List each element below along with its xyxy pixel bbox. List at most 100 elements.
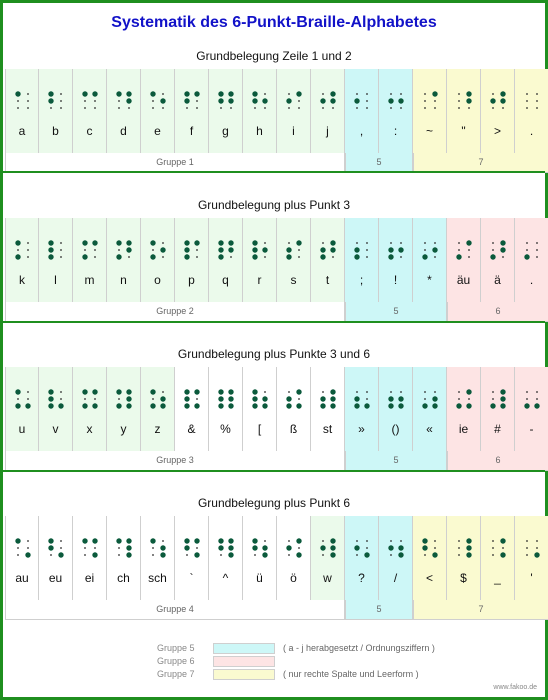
- braille-dot-raised: [184, 403, 189, 408]
- braille-dot-raised: [218, 240, 223, 245]
- group-label: 5: [345, 600, 413, 620]
- braille-cell-label: &: [175, 422, 208, 436]
- legend-group-name: Gruppe 5: [157, 643, 195, 654]
- section-title: Grundbelegung plus Punkte 3 und 6: [3, 347, 545, 361]
- braille-dots: [243, 218, 277, 270]
- braille-dot-raised: [160, 396, 165, 401]
- braille-dot-raised: [184, 247, 189, 252]
- braille-dots: [6, 69, 40, 121]
- braille-dot-raised: [184, 538, 189, 543]
- braille-dots: [39, 367, 73, 419]
- braille-dot-flat: [186, 107, 188, 109]
- braille-dot-raised: [184, 240, 189, 245]
- braille-cell-label: `: [175, 571, 208, 585]
- braille-dots: [175, 516, 209, 568]
- braille-dot-raised: [126, 396, 131, 401]
- braille-dot-raised: [82, 538, 87, 543]
- braille-dot-flat: [536, 242, 538, 244]
- braille-cell: d: [107, 69, 141, 153]
- braille-dot-flat: [492, 242, 494, 244]
- braille-dot-flat: [366, 107, 368, 109]
- braille-cell-label: $: [447, 571, 480, 585]
- braille-dot-raised: [330, 538, 335, 543]
- braille-cell: f: [175, 69, 209, 153]
- braille-dots: [107, 367, 141, 419]
- braille-dot-raised: [466, 240, 471, 245]
- braille-dot-flat: [390, 107, 392, 109]
- braille-dot-raised: [252, 396, 257, 401]
- braille-dot-raised: [456, 254, 461, 259]
- braille-dots: [277, 218, 311, 270]
- braille-cell: ch: [107, 516, 141, 600]
- braille-dot-raised: [25, 403, 30, 408]
- braille-dot-raised: [150, 240, 155, 245]
- braille-dot-raised: [150, 538, 155, 543]
- braille-dot-flat: [356, 93, 358, 95]
- braille-dot-raised: [116, 538, 121, 543]
- braille-dots: [141, 367, 175, 419]
- braille-dot-raised: [92, 91, 97, 96]
- braille-dot-raised: [228, 545, 233, 550]
- braille-cell-label: e: [141, 124, 174, 138]
- braille-dots: [413, 516, 447, 568]
- braille-dots: [243, 516, 277, 568]
- group-label: 7: [413, 600, 548, 620]
- braille-dots: [481, 516, 515, 568]
- braille-cell: ö: [277, 516, 311, 600]
- braille-cell-label: .: [515, 273, 548, 287]
- braille-cell-label: ü: [243, 571, 276, 585]
- braille-dots: [345, 367, 379, 419]
- braille-dot-raised: [15, 538, 20, 543]
- braille-cell: -: [515, 367, 548, 451]
- braille-dot-flat: [118, 107, 120, 109]
- braille-dot-flat: [298, 249, 300, 251]
- braille-dot-flat: [424, 391, 426, 393]
- braille-dot-flat: [162, 107, 164, 109]
- braille-dot-raised: [160, 98, 165, 103]
- braille-dot-raised: [286, 396, 291, 401]
- braille-dot-raised: [500, 552, 505, 557]
- braille-dot-raised: [286, 254, 291, 259]
- braille-dot-flat: [424, 93, 426, 95]
- braille-dot-flat: [27, 249, 29, 251]
- braille-dot-flat: [60, 242, 62, 244]
- legend-color-swatch: [213, 643, 275, 654]
- braille-section: Grundbelegung plus Punkt 6 au eu ei ch sch ` ^ ü…: [3, 496, 545, 620]
- braille-cell: l: [39, 218, 73, 302]
- braille-cell-label: ,: [345, 124, 378, 138]
- braille-dot-raised: [456, 403, 461, 408]
- braille-cell: $: [447, 516, 481, 600]
- braille-dot-flat: [196, 249, 198, 251]
- braille-dot-flat: [390, 391, 392, 393]
- braille-dot-raised: [354, 545, 359, 550]
- braille-cell: &: [175, 367, 209, 451]
- braille-dot-raised: [82, 240, 87, 245]
- braille-dot-raised: [126, 91, 131, 96]
- braille-cell-label: ei: [73, 571, 106, 585]
- braille-cell: j: [311, 69, 345, 153]
- braille-dot-raised: [262, 552, 267, 557]
- braille-dot-flat: [288, 93, 290, 95]
- braille-dot-raised: [218, 91, 223, 96]
- braille-dot-raised: [422, 403, 427, 408]
- braille-dot-raised: [354, 247, 359, 252]
- braille-dots: [39, 516, 73, 568]
- braille-dot-raised: [432, 396, 437, 401]
- braille-dot-flat: [152, 554, 154, 556]
- braille-dot-raised: [160, 403, 165, 408]
- braille-cell-label: a: [6, 124, 38, 138]
- group-label: 5: [345, 153, 413, 173]
- braille-dot-flat: [60, 249, 62, 251]
- braille-dot-flat: [162, 256, 164, 258]
- braille-cell-label: r: [243, 273, 276, 287]
- braille-dot-raised: [466, 91, 471, 96]
- braille-dots: [481, 69, 515, 121]
- braille-dots: [379, 367, 413, 419]
- braille-dot-flat: [434, 107, 436, 109]
- braille-dots: [73, 367, 107, 419]
- braille-dot-flat: [526, 242, 528, 244]
- braille-cell: a: [5, 69, 39, 153]
- braille-cell-label: v: [39, 422, 72, 436]
- braille-cell: au: [5, 516, 39, 600]
- braille-dot-flat: [162, 391, 164, 393]
